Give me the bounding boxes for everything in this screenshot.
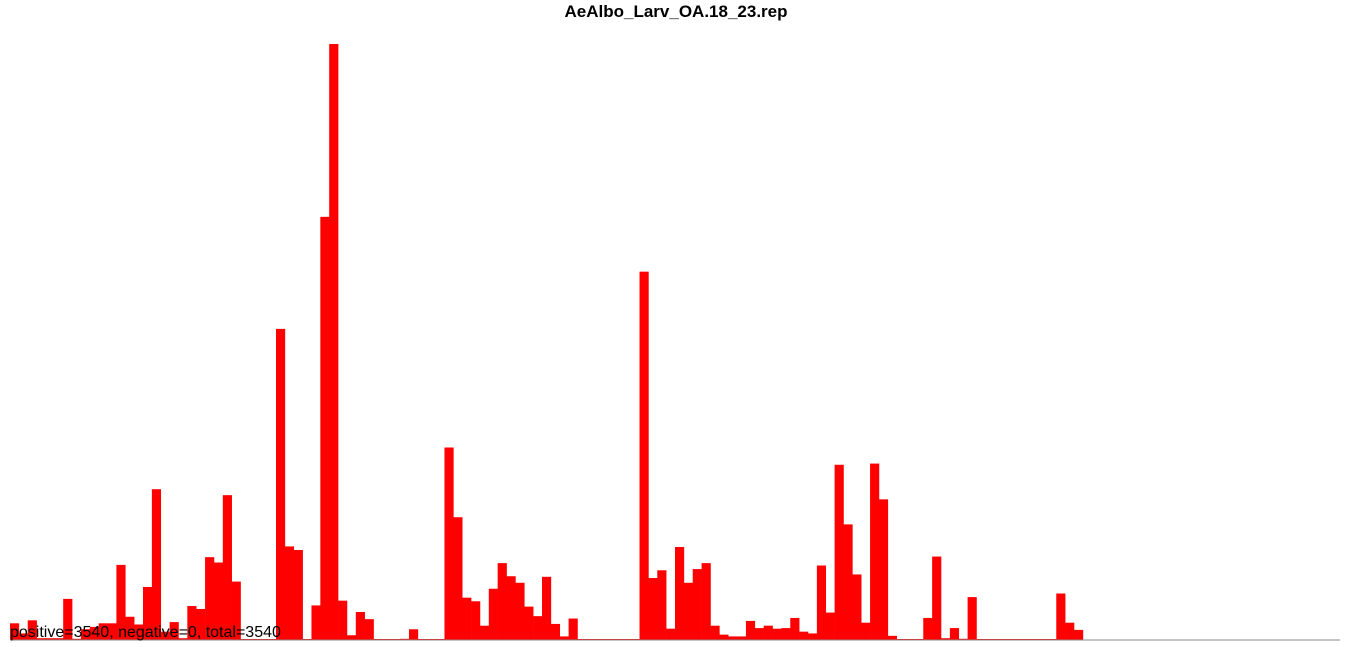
histogram-bar bbox=[471, 601, 481, 640]
histogram-bar bbox=[346, 635, 357, 640]
histogram-bar bbox=[54, 638, 64, 640]
histogram-bar bbox=[293, 550, 303, 640]
histogram-bar bbox=[887, 635, 897, 640]
histogram-bar bbox=[151, 489, 162, 640]
histogram-bar bbox=[861, 622, 871, 640]
histogram-bar bbox=[808, 633, 818, 640]
histogram-bar bbox=[444, 447, 454, 640]
histogram-bar bbox=[745, 620, 756, 640]
histogram-bar bbox=[878, 499, 889, 640]
histogram-bar bbox=[967, 597, 977, 640]
histogram-bar bbox=[488, 588, 498, 640]
histogram-bar bbox=[524, 606, 534, 640]
histogram-bar bbox=[213, 562, 224, 640]
histogram-bar bbox=[701, 563, 711, 640]
histogram-bar bbox=[790, 617, 800, 640]
histogram-bar bbox=[941, 638, 951, 640]
histogram-bar bbox=[949, 628, 960, 640]
histogram-bar bbox=[72, 638, 82, 640]
histogram-bar bbox=[222, 495, 232, 640]
histogram-bar bbox=[479, 625, 490, 640]
histogram-bar bbox=[329, 44, 339, 640]
histogram-bar bbox=[533, 616, 543, 640]
histogram-bar bbox=[816, 565, 827, 640]
histogram-bar bbox=[160, 631, 170, 640]
histogram-bar bbox=[116, 564, 126, 640]
histogram-bar bbox=[45, 638, 55, 640]
histogram-bar bbox=[364, 619, 374, 640]
histogram-bar bbox=[559, 636, 569, 640]
histogram-bar bbox=[506, 576, 516, 640]
histogram-bar bbox=[958, 638, 968, 640]
histogram-bar bbox=[18, 633, 29, 640]
histogram-bar bbox=[10, 623, 20, 640]
histogram-bar bbox=[542, 576, 552, 640]
histogram-bar bbox=[737, 636, 747, 640]
histogram-bar bbox=[639, 271, 649, 640]
histogram-bar bbox=[497, 563, 507, 640]
histogram-bar bbox=[834, 464, 844, 640]
histogram-bar bbox=[1074, 629, 1084, 640]
histogram-bar bbox=[923, 617, 933, 640]
histogram-bar bbox=[400, 638, 410, 640]
histogram-bar bbox=[799, 631, 809, 640]
histogram-bar bbox=[683, 582, 694, 640]
histogram-bar bbox=[276, 328, 286, 640]
histogram-bar bbox=[143, 586, 153, 640]
histogram-bar bbox=[27, 620, 37, 640]
histogram-bar bbox=[870, 463, 880, 640]
histogram-bar bbox=[125, 616, 135, 640]
histogram-bar bbox=[772, 628, 782, 640]
histogram-bar bbox=[231, 581, 241, 640]
chart-title: AeAlbo_Larv_OA.18_23.rep bbox=[564, 2, 788, 21]
histogram-bar bbox=[666, 628, 676, 640]
histogram-bar bbox=[107, 623, 117, 640]
histogram-bar bbox=[36, 638, 46, 640]
histogram-bar bbox=[825, 612, 835, 640]
histogram-bar bbox=[187, 606, 197, 640]
histogram-bar bbox=[754, 628, 764, 640]
histogram-bar bbox=[710, 625, 720, 640]
histogram-bar bbox=[692, 569, 702, 640]
histogram-bar bbox=[1065, 622, 1075, 640]
histogram-bar bbox=[852, 574, 862, 640]
histogram-bar bbox=[719, 634, 729, 640]
histogram-bar bbox=[320, 216, 330, 640]
histogram-bar bbox=[932, 556, 942, 640]
histogram-bar bbox=[453, 517, 463, 640]
summary-label: positive=3540, negative=0, total=3540 bbox=[10, 624, 281, 641]
histogram-bar bbox=[763, 625, 773, 640]
histogram-bar bbox=[648, 578, 658, 640]
histogram-bar bbox=[63, 598, 73, 640]
bar-group bbox=[10, 44, 1084, 640]
histogram-bar bbox=[462, 597, 472, 640]
histogram-bar bbox=[134, 624, 144, 640]
histogram-bar bbox=[409, 629, 419, 640]
histogram-bar bbox=[843, 524, 853, 640]
histogram-bar bbox=[675, 547, 685, 640]
histogram-bar bbox=[178, 638, 188, 640]
histogram-bar bbox=[568, 618, 578, 640]
histogram-bar bbox=[1056, 593, 1066, 640]
histogram-bar bbox=[89, 626, 99, 640]
histogram-bar bbox=[781, 628, 791, 640]
histogram-bar bbox=[205, 557, 215, 640]
histogram-bar bbox=[728, 636, 738, 640]
histogram-bar bbox=[169, 622, 179, 640]
histogram-bar bbox=[284, 546, 295, 640]
histogram-bar bbox=[196, 609, 206, 640]
histogram-bar bbox=[355, 611, 365, 640]
histogram-bar bbox=[550, 623, 561, 640]
histogram-bar bbox=[657, 570, 667, 640]
histogram-bar bbox=[98, 623, 108, 640]
histogram-bar bbox=[515, 582, 525, 640]
histogram-bar bbox=[80, 629, 91, 640]
histogram-bar bbox=[338, 600, 348, 640]
histogram-bar bbox=[311, 605, 321, 640]
